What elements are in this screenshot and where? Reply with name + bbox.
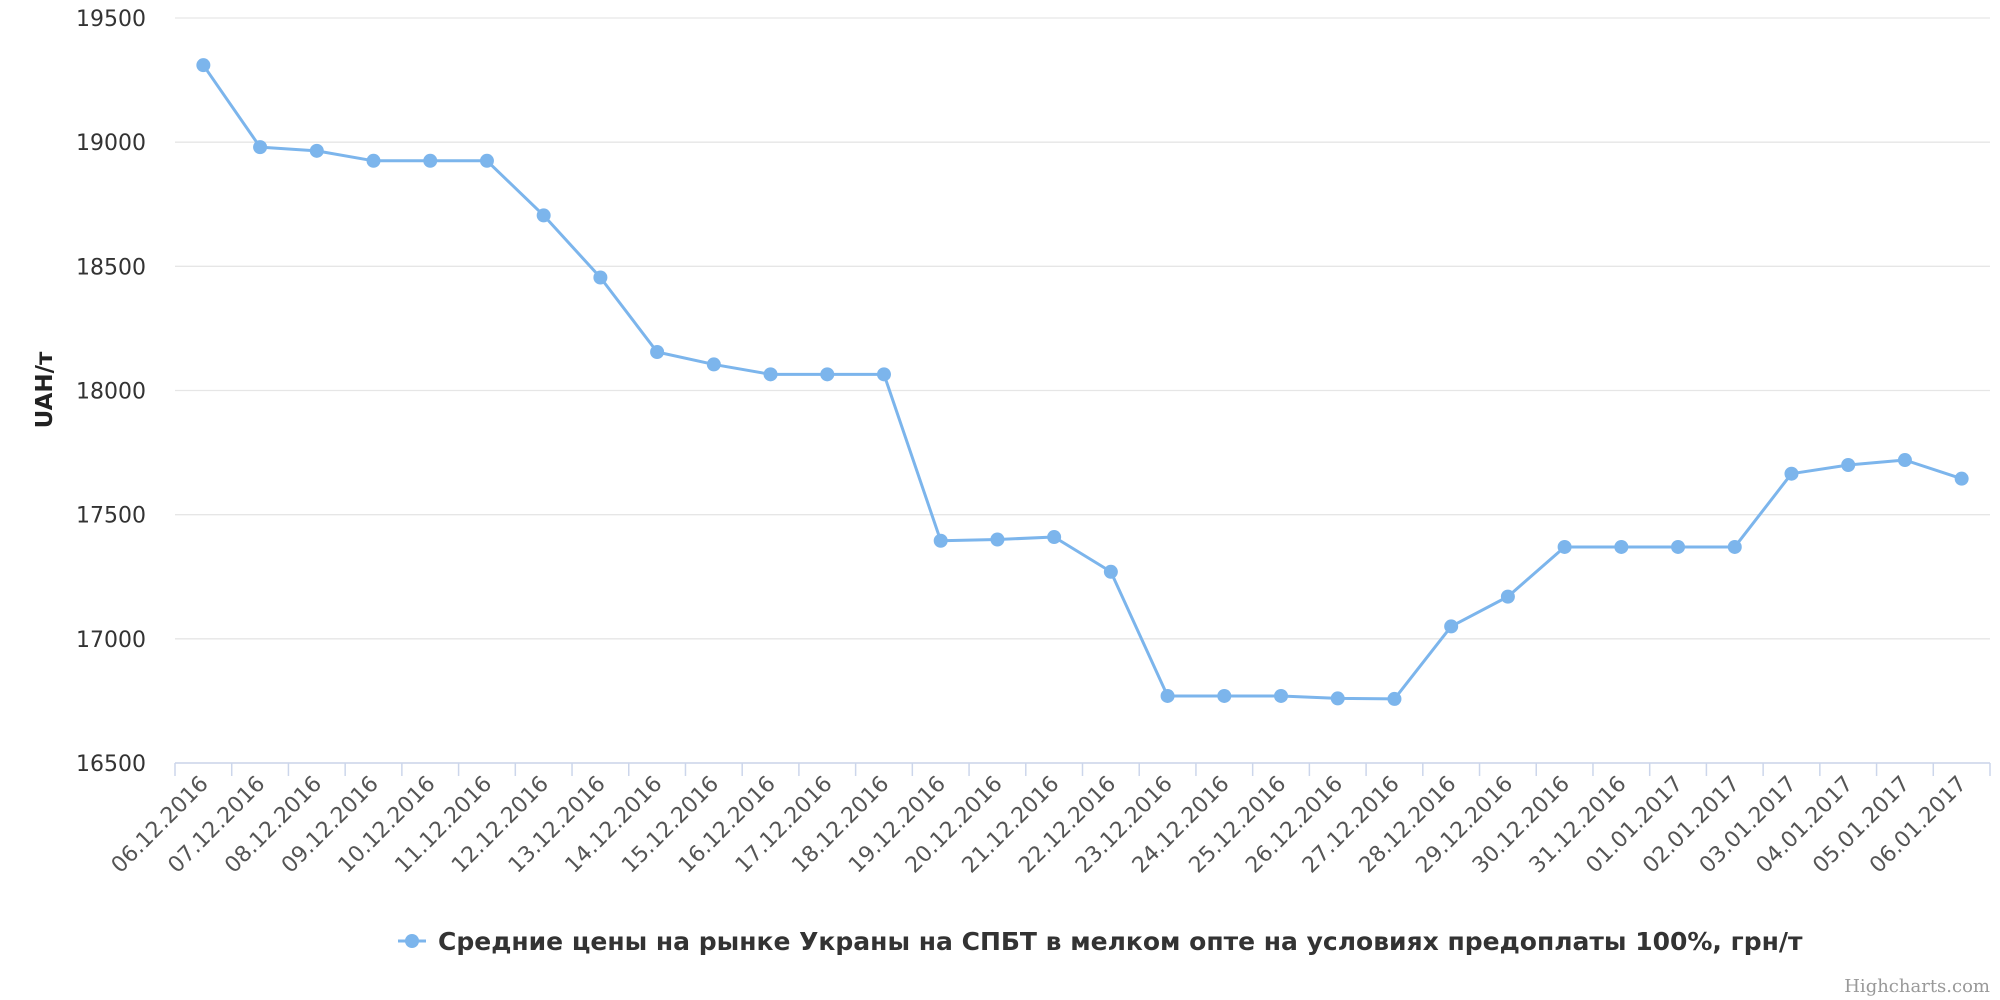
grid-lines (175, 17, 1990, 764)
data-point[interactable] (423, 153, 438, 168)
data-point[interactable] (990, 532, 1005, 547)
legend[interactable]: Средние цены на рынке Украны на СПБТ в м… (398, 927, 1803, 956)
y-tick-label: 17500 (76, 504, 146, 529)
data-point[interactable] (1897, 453, 1912, 468)
data-point[interactable] (1103, 564, 1118, 579)
data-point[interactable] (1217, 688, 1232, 703)
data-point[interactable] (309, 143, 324, 158)
data-point[interactable] (1784, 466, 1799, 481)
x-tick-label: 06.12.2016 (107, 772, 214, 879)
data-point[interactable] (706, 357, 721, 372)
y-tick-label: 16500 (76, 752, 146, 777)
series-line (201, 63, 1964, 701)
data-point[interactable] (1274, 688, 1289, 703)
y-axis: 16500 17000 17500 18000 18500 19000 19500 (76, 7, 146, 777)
data-point[interactable] (1047, 530, 1062, 545)
data-point[interactable] (763, 367, 778, 382)
data-point[interactable] (1444, 619, 1459, 634)
data-point[interactable] (1614, 539, 1629, 554)
data-point[interactable] (650, 345, 665, 360)
data-point[interactable] (196, 58, 211, 73)
y-tick-label: 17000 (76, 628, 146, 653)
y-tick-label: 19500 (76, 7, 146, 32)
data-point[interactable] (933, 533, 948, 548)
data-point[interactable] (1500, 589, 1515, 604)
data-point[interactable] (1330, 691, 1345, 706)
data-point[interactable] (536, 208, 551, 223)
y-tick-label: 19000 (76, 131, 146, 156)
credits-link[interactable]: Highcharts.com (1844, 976, 1990, 997)
data-point[interactable] (366, 153, 381, 168)
data-point[interactable] (1387, 691, 1402, 706)
data-point[interactable] (1727, 539, 1742, 554)
data-point[interactable] (593, 270, 608, 285)
data-point[interactable] (1671, 539, 1686, 554)
series-plot (196, 58, 1969, 706)
data-point[interactable] (479, 153, 494, 168)
data-point[interactable] (1557, 539, 1572, 554)
data-point[interactable] (1841, 458, 1856, 472)
data-point[interactable] (1160, 688, 1175, 703)
y-tick-label: 18000 (76, 380, 146, 405)
y-axis-label: UAH/т (32, 351, 58, 428)
legend-series-marker (405, 934, 419, 948)
data-point[interactable] (876, 367, 891, 382)
legend-series-label[interactable]: Средние цены на рынке Украны на СПБТ в м… (438, 927, 1803, 956)
data-point[interactable] (253, 140, 268, 155)
data-point[interactable] (1954, 471, 1969, 486)
y-tick-label: 18500 (76, 255, 146, 280)
x-axis: 06.12.201607.12.201608.12.201609.12.2016… (107, 762, 1991, 879)
data-point[interactable] (820, 367, 835, 382)
